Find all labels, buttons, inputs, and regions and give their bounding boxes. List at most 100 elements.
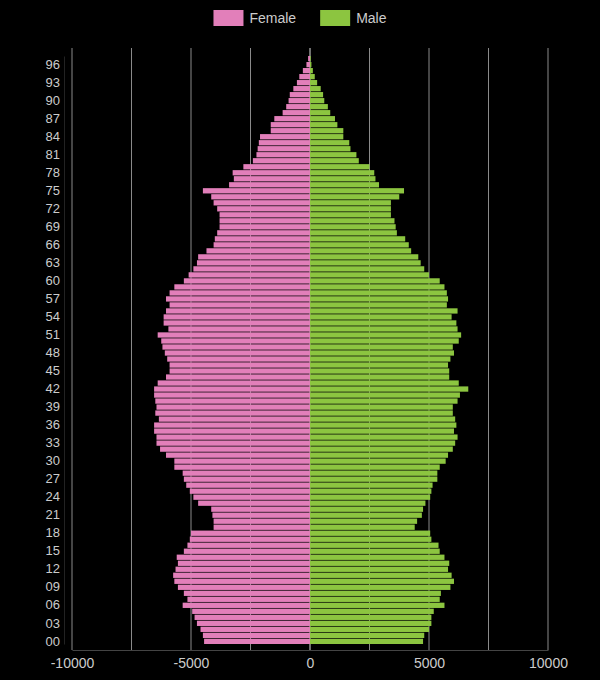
bar bbox=[293, 86, 310, 91]
x-tick: 5000 bbox=[414, 650, 445, 671]
bar bbox=[214, 519, 310, 524]
bar bbox=[310, 446, 453, 451]
bar bbox=[310, 621, 431, 626]
bar bbox=[170, 362, 310, 367]
bar bbox=[217, 206, 310, 211]
bar bbox=[234, 176, 310, 181]
bar bbox=[310, 182, 379, 187]
bar bbox=[189, 272, 310, 277]
y-tick: 45 bbox=[46, 363, 64, 378]
bar bbox=[310, 188, 404, 193]
x-tick-label: -5000 bbox=[174, 655, 210, 671]
y-tick: 87 bbox=[46, 111, 64, 126]
bar bbox=[184, 278, 310, 283]
bar bbox=[154, 386, 310, 391]
y-tick: 69 bbox=[46, 219, 64, 234]
bar bbox=[193, 495, 310, 500]
bar bbox=[187, 597, 310, 602]
bar bbox=[310, 104, 328, 109]
bar bbox=[310, 525, 415, 530]
y-tick-label: 48 bbox=[46, 345, 60, 360]
bar bbox=[211, 507, 310, 512]
bar bbox=[310, 320, 456, 325]
bar bbox=[310, 176, 375, 181]
bar bbox=[310, 458, 446, 463]
bar bbox=[178, 561, 310, 566]
y-tick: 72 bbox=[46, 201, 64, 216]
y-tick-label: 15 bbox=[46, 543, 60, 558]
grid-line bbox=[548, 48, 549, 650]
bar bbox=[310, 164, 370, 169]
y-tick-label: 60 bbox=[46, 273, 60, 288]
bar bbox=[310, 495, 430, 500]
bar bbox=[310, 368, 449, 373]
x-tick-label: 0 bbox=[307, 655, 315, 671]
bar bbox=[271, 122, 310, 127]
bar bbox=[310, 549, 440, 554]
bar bbox=[310, 428, 454, 433]
bar bbox=[198, 501, 310, 506]
bar bbox=[220, 218, 310, 223]
y-tick: 33 bbox=[46, 435, 64, 450]
bar bbox=[274, 116, 310, 121]
y-axis: 0003060912151821242730333639424548515457… bbox=[46, 57, 65, 649]
bar bbox=[310, 561, 449, 566]
bar bbox=[310, 507, 423, 512]
bar bbox=[243, 164, 310, 169]
bar bbox=[156, 404, 310, 409]
bar bbox=[310, 579, 454, 584]
y-axis-line bbox=[64, 57, 65, 645]
legend-item: Female bbox=[213, 10, 296, 26]
legend-label: Female bbox=[249, 10, 296, 26]
bar bbox=[290, 92, 310, 97]
bar bbox=[310, 627, 429, 632]
y-tick: 75 bbox=[46, 183, 64, 198]
bar bbox=[165, 350, 310, 355]
bar bbox=[310, 248, 411, 253]
bar bbox=[220, 224, 310, 229]
y-tick-label: 09 bbox=[46, 579, 60, 594]
bar bbox=[310, 513, 422, 518]
y-tick-label: 84 bbox=[46, 129, 60, 144]
bar bbox=[310, 200, 391, 205]
bar bbox=[184, 549, 310, 554]
y-tick-label: 33 bbox=[46, 435, 60, 450]
bar bbox=[310, 404, 453, 409]
y-tick-label: 81 bbox=[46, 147, 60, 162]
grid bbox=[72, 48, 548, 650]
bar bbox=[192, 609, 310, 614]
legend-label: Male bbox=[356, 10, 387, 26]
y-tick-label: 90 bbox=[46, 93, 60, 108]
bar bbox=[310, 110, 330, 115]
bar bbox=[229, 182, 310, 187]
bar bbox=[166, 308, 310, 313]
bar bbox=[283, 110, 310, 115]
bar bbox=[259, 140, 310, 145]
y-tick: 06 bbox=[46, 597, 64, 612]
bar bbox=[154, 428, 310, 433]
bar bbox=[204, 639, 310, 644]
bar bbox=[310, 170, 374, 175]
bar bbox=[310, 434, 458, 439]
bar bbox=[271, 128, 310, 133]
bar bbox=[306, 62, 310, 67]
bar bbox=[256, 152, 310, 157]
bar bbox=[303, 68, 310, 73]
bar bbox=[310, 380, 459, 385]
legend-swatch bbox=[213, 10, 243, 26]
y-tick: 93 bbox=[46, 75, 64, 90]
bar bbox=[220, 212, 310, 217]
y-tick-label: 72 bbox=[46, 201, 60, 216]
bar bbox=[310, 206, 391, 211]
bar bbox=[170, 290, 310, 295]
bar bbox=[168, 326, 310, 331]
bar bbox=[154, 392, 310, 397]
bar bbox=[198, 254, 310, 259]
bars bbox=[154, 56, 468, 644]
bar bbox=[310, 212, 391, 217]
bar bbox=[310, 254, 418, 259]
x-tick-label: -10000 bbox=[51, 655, 95, 671]
bar bbox=[166, 296, 310, 301]
bar bbox=[299, 74, 310, 79]
bar bbox=[310, 452, 448, 457]
